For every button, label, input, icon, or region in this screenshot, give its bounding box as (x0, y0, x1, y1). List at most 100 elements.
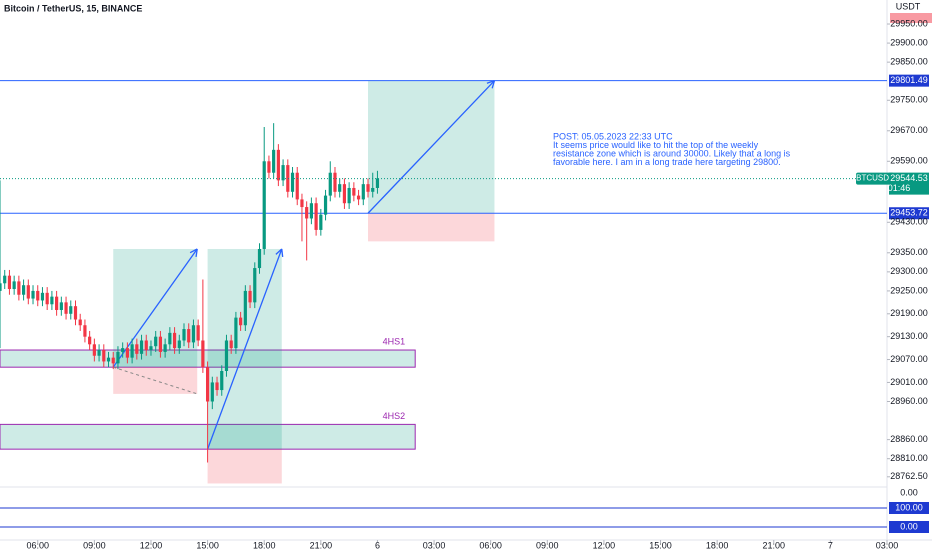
countdown-label: 01:46 (888, 183, 911, 193)
zone-label: 4HS1 (383, 336, 406, 346)
x-tick-label: 7 (828, 540, 833, 550)
candle-body (59, 302, 63, 310)
candle-body (205, 367, 210, 402)
y-tick-label: 29430.00 (890, 217, 928, 227)
candle-body (215, 382, 219, 391)
candle-body (196, 325, 200, 341)
candle-body (224, 340, 229, 371)
candle-body (83, 325, 87, 337)
level-tag (889, 207, 929, 220)
symbol-label: BTCUSDT (856, 174, 894, 183)
candle-body (187, 329, 191, 343)
candle-body (45, 292, 49, 305)
y-tick-label: 29950.00 (890, 18, 928, 28)
candle-body (21, 285, 26, 295)
candle-body (73, 306, 78, 320)
candle-body (3, 275, 7, 284)
candle-body (286, 165, 290, 192)
candle-body (17, 281, 21, 295)
symbol-tag (856, 172, 894, 185)
candle-body (55, 296, 59, 310)
candle-body (12, 281, 16, 290)
loss-zone (207, 449, 282, 484)
candle-body (88, 336, 92, 345)
candle-body (172, 332, 177, 349)
x-tick-label: 06:00 (479, 540, 502, 550)
candle-body (281, 165, 285, 181)
candle-body (158, 336, 163, 352)
candle-body (300, 199, 304, 208)
candle-body (295, 172, 299, 200)
arrow-head (275, 248, 283, 255)
x-tick-label: 12:00 (593, 540, 616, 550)
y-tick-label: 29350.00 (890, 247, 928, 257)
candle-body (92, 344, 96, 356)
trade-arrow (367, 80, 495, 214)
candle-body (168, 332, 172, 345)
candle-body (125, 348, 129, 358)
candle-body (210, 382, 214, 402)
candle-body (64, 302, 68, 314)
x-tick-label: 03:00 (423, 540, 446, 550)
candle-body (149, 346, 153, 351)
candle-body (314, 203, 318, 230)
entry-path (113, 366, 198, 395)
candle-body (375, 178, 380, 188)
annotation-line: resistance zone which is around 30000. L… (553, 148, 791, 158)
arrow-head (189, 248, 198, 254)
candle-body (243, 290, 247, 326)
x-tick-label: 15:00 (196, 540, 219, 550)
y-tick-label: 28860.00 (890, 434, 928, 444)
candle-body (182, 329, 186, 341)
y-tick-label: 29010.00 (890, 377, 928, 387)
candle-body (276, 149, 280, 181)
x-tick-label: 6 (375, 540, 380, 550)
candle-body (319, 214, 323, 230)
annotation-line: favorable here. I am in a long trade her… (553, 157, 781, 167)
candle-body (36, 290, 40, 301)
y-tick-label: 29130.00 (890, 331, 928, 341)
y-tick-label: 29850.00 (890, 57, 928, 67)
candle-body (177, 340, 181, 349)
candle-body (272, 149, 276, 173)
y-tick-label: 28762.50 (890, 471, 928, 481)
candle-body (0, 283, 2, 291)
lower-level-label: 0.00 (900, 521, 918, 531)
y-tick-label: 29670.00 (890, 125, 928, 135)
axis-marker (890, 13, 932, 23)
candle-body (97, 350, 101, 356)
trade-arrow (206, 248, 283, 450)
y-tick-label: 28810.00 (890, 453, 928, 463)
candle-body (352, 187, 356, 196)
candle-body (253, 268, 257, 303)
annotation-line: It seems price would like to hit the top… (553, 140, 759, 150)
candle-body (144, 340, 148, 351)
candle-body (248, 290, 252, 303)
zone-label: 4HS2 (383, 411, 406, 421)
candle-body (78, 319, 82, 326)
candle-body (154, 336, 158, 347)
candle-body (121, 348, 125, 352)
x-tick-label: 03:00 (876, 540, 899, 550)
x-tick-label: 06:00 (26, 540, 49, 550)
candle-body (111, 357, 115, 364)
candle-body (309, 203, 313, 219)
candle-body (69, 306, 73, 314)
candle-body (239, 317, 243, 326)
x-tick-label: 18:00 (253, 540, 276, 550)
candle-body (139, 340, 144, 354)
candle-body (191, 325, 196, 343)
candle-body (342, 184, 347, 204)
candle-body (130, 344, 134, 358)
last-price-label: 29544.53 (890, 173, 928, 183)
candle-body (116, 351, 120, 364)
candle-body (356, 195, 361, 200)
candle-body (347, 187, 351, 204)
y-tick-label: 29300.00 (890, 266, 928, 276)
annotation-line: POST: 05.05.2023 22:33 UTC (553, 131, 673, 141)
candle-body (371, 187, 375, 192)
loss-zone (368, 213, 495, 242)
candle-body (229, 340, 233, 349)
level-tag (889, 74, 929, 87)
